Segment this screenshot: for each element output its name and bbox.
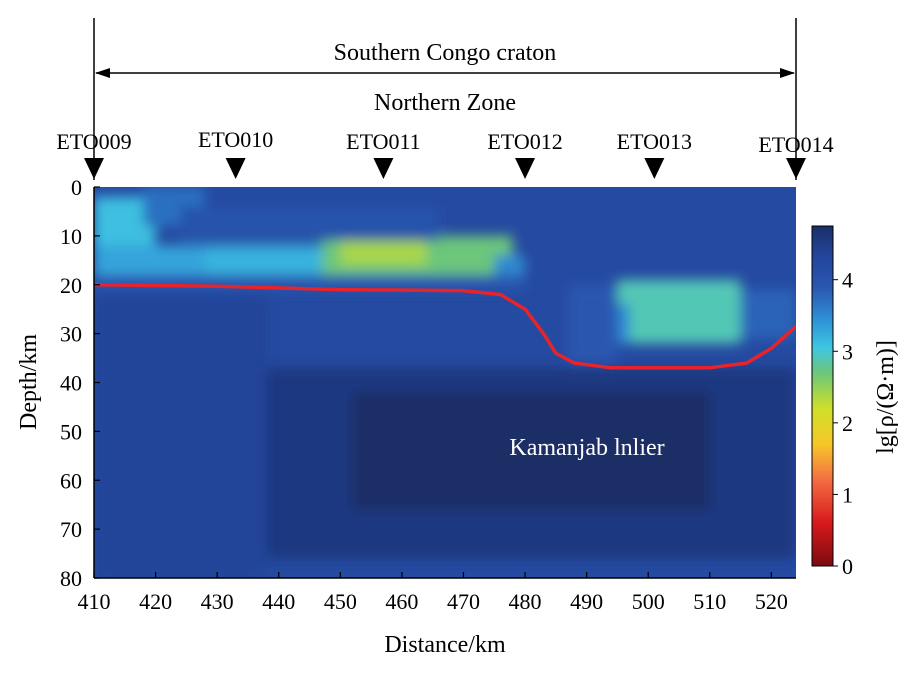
colorbar-ticks: 0 1 2 3 4 <box>833 268 853 579</box>
x-tick-label: 470 <box>447 589 480 614</box>
span-arrow-right-head <box>780 68 795 78</box>
x-tick-label: 460 <box>385 589 418 614</box>
region-label: Southern Congo craton <box>334 40 557 66</box>
heatmap-cells <box>94 187 796 578</box>
y-tick-label: 0 <box>71 175 82 200</box>
y-ticks: 0 10 20 30 40 50 60 70 80 <box>60 175 100 591</box>
annotation-kamanjab: Kamanjab lnlier <box>509 435 664 461</box>
resistivity-cell <box>617 279 741 344</box>
station-marker-icon <box>786 158 806 179</box>
colorbar-tick-label: 4 <box>842 268 853 293</box>
span-arrow-left-head <box>95 68 110 78</box>
zone-label: Northern Zone <box>374 90 516 116</box>
y-tick-label: 40 <box>60 371 82 396</box>
station-label: ETO011 <box>346 129 421 154</box>
station-marker-icon <box>373 158 394 179</box>
colorbar-tick-label: 1 <box>842 482 853 507</box>
x-axis-label: Distance/km <box>384 632 506 658</box>
station-marker-icon <box>225 158 246 179</box>
station-label: ETO013 <box>617 129 692 154</box>
station-marker-icon <box>644 158 665 179</box>
station-label: ETO009 <box>56 129 131 154</box>
station-label: ETO014 <box>758 132 833 157</box>
x-tick-label: 420 <box>139 589 172 614</box>
stations: ETO009 ETO010 ETO011 ETO012 ETO013 ETO014 <box>56 127 834 179</box>
x-tick-label: 500 <box>632 589 665 614</box>
x-tick-label: 520 <box>755 589 788 614</box>
colorbar: 0 1 2 3 4 lg[ρ/(Ω·m)] <box>811 225 899 579</box>
y-tick-label: 10 <box>60 224 82 249</box>
y-tick-label: 60 <box>60 468 82 493</box>
x-tick-label: 490 <box>570 589 603 614</box>
x-tick-label: 440 <box>262 589 295 614</box>
resistivity-cell <box>204 245 322 275</box>
x-tick-label: 450 <box>324 589 357 614</box>
y-axis-label: Depth/km <box>16 334 42 430</box>
x-tick-label: 480 <box>509 589 542 614</box>
header: Southern Congo craton Northern Zone ETO0… <box>56 18 834 180</box>
resistivity-cell <box>352 392 710 510</box>
station-label: ETO010 <box>198 127 273 152</box>
y-tick-label: 20 <box>60 273 82 298</box>
axes: 410 420 430 440 450 460 470 480 490 500 510 520 0 10… <box>16 175 796 658</box>
resistivity-cell <box>94 245 205 275</box>
plot-area <box>94 187 796 578</box>
x-ticks: 410 420 430 440 450 460 470 480 490 500 510 520 <box>78 572 788 614</box>
y-tick-label: 80 <box>60 566 82 591</box>
resistivity-cell <box>180 206 439 241</box>
y-tick-label: 30 <box>60 322 82 347</box>
y-tick-label: 70 <box>60 517 82 542</box>
station-marker-icon <box>515 158 536 179</box>
colorbar-tick-label: 2 <box>842 411 853 436</box>
resistivity-cell <box>568 284 618 363</box>
boundary-line <box>94 283 796 370</box>
colorbar-label: lg[ρ/(Ω·m)] <box>873 340 899 454</box>
colorbar-tick-label: 3 <box>842 339 853 364</box>
x-tick-label: 430 <box>201 589 234 614</box>
resistivity-cell <box>740 289 796 339</box>
colorbar-tick-label: 0 <box>842 554 853 579</box>
colorbar-gradient <box>811 225 834 567</box>
station-marker-icon <box>84 158 104 179</box>
resistivity-cell <box>94 294 267 578</box>
y-tick-label: 50 <box>60 419 82 444</box>
x-tick-label: 510 <box>693 589 726 614</box>
resistivity-cell <box>494 255 526 275</box>
x-tick-label: 410 <box>78 589 111 614</box>
station-label: ETO012 <box>487 129 562 154</box>
